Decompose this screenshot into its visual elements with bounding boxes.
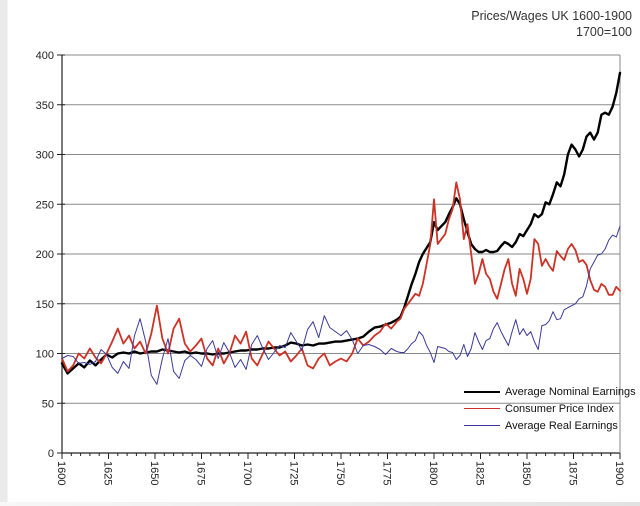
window-bottom-edge — [0, 502, 640, 506]
x-tick-label-1600: 1600 — [55, 461, 67, 485]
x-tick-label-1825: 1825 — [474, 461, 486, 485]
x-tick-label-1725: 1725 — [288, 461, 300, 485]
y-tick-label-400: 400 — [36, 50, 54, 62]
legend-label: Average Nominal Earnings — [505, 385, 636, 398]
legend-item-consumer-price-index: Consumer Price Index — [464, 400, 636, 417]
y-tick-label-150: 150 — [36, 299, 54, 311]
x-tick-label-1700: 1700 — [241, 461, 253, 485]
x-tick-label-1875: 1875 — [567, 461, 579, 485]
x-tick-label-1750: 1750 — [334, 461, 346, 485]
chart-title-line1: Prices/Wages UK 1600-1900 — [471, 9, 632, 23]
y-tick-label-250: 250 — [36, 199, 54, 211]
y-tick-label-200: 200 — [36, 249, 54, 261]
x-tick-label-1675: 1675 — [195, 461, 207, 485]
legend-label: Average Real Earnings — [505, 419, 618, 432]
x-tick-label-1900: 1900 — [613, 461, 625, 485]
legend-item-nominal-earnings: Average Nominal Earnings — [464, 383, 636, 400]
window-left-edge — [0, 0, 8, 506]
x-tick-label-1850: 1850 — [520, 461, 532, 485]
chart-title-line2: 1700=100 — [576, 25, 632, 39]
legend-item-real-earnings: Average Real Earnings — [464, 417, 636, 434]
series-consumer-price-index — [61, 181, 621, 373]
y-tick-label-100: 100 — [36, 349, 54, 361]
y-tick-label-0: 0 — [48, 448, 54, 460]
series-average-nominal-earnings — [60, 71, 622, 375]
legend-line-sample-black — [464, 390, 500, 393]
x-tick-label-1800: 1800 — [427, 461, 439, 485]
y-tick-label-50: 50 — [42, 398, 54, 410]
y-tick-label-300: 300 — [36, 150, 54, 162]
x-tick-label-1650: 1650 — [148, 461, 160, 485]
series-average-real-earnings — [61, 225, 621, 385]
legend-line-sample-red — [464, 408, 500, 409]
y-tick-label-350: 350 — [36, 100, 54, 112]
legend-line-sample-blue — [464, 425, 500, 426]
chart-title: Prices/Wages UK 1600-1900 1700=100 — [471, 8, 632, 40]
x-tick-label-1775: 1775 — [381, 461, 393, 485]
x-tick-label-1625: 1625 — [102, 461, 114, 485]
chart-legend: Average Nominal Earnings Consumer Price … — [464, 383, 636, 434]
legend-label: Consumer Price Index — [505, 402, 614, 415]
